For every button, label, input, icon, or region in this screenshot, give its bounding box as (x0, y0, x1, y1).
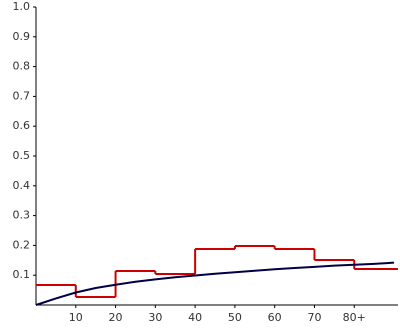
x-tick-label: 30 (148, 311, 162, 324)
x-tick-label: 50 (228, 311, 242, 324)
x-tick-label: 70 (307, 311, 321, 324)
y-tick-label: 0.2 (13, 238, 31, 251)
y-tick-label: 0.6 (13, 119, 31, 132)
x-tick-label: 20 (109, 311, 123, 324)
y-tick-label: 0.7 (13, 89, 31, 102)
y-tick-label: 0.8 (13, 60, 31, 73)
y-tick-label: 1.0 (13, 0, 31, 13)
x-tick-label: 60 (268, 311, 282, 324)
curve (35, 261, 395, 306)
x-tick-label: 80+ (343, 311, 366, 324)
y-tick-label: 0.5 (13, 149, 31, 162)
y-tick-label: 0.3 (13, 209, 31, 222)
y-tick-label: 0.1 (13, 268, 31, 281)
x-tick-label: 10 (69, 311, 83, 324)
x-tick-label: 40 (188, 311, 202, 324)
y-tick-label: 0.4 (13, 179, 31, 192)
y-tick-label: 0.9 (13, 30, 31, 43)
